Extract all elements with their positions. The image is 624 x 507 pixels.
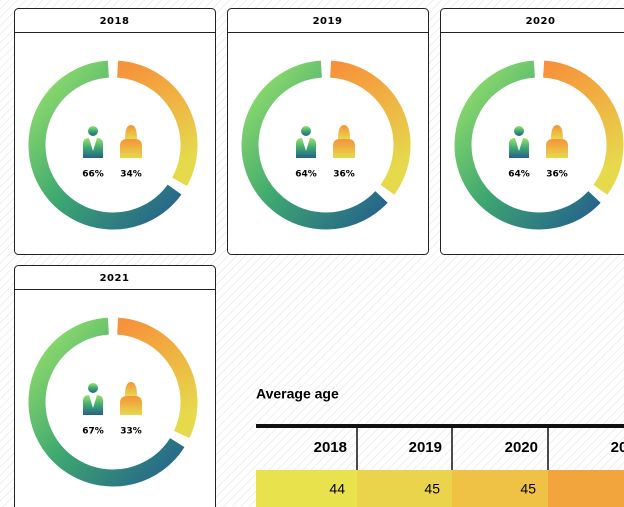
donut-segment bbox=[454, 60, 601, 230]
donut-segment bbox=[28, 317, 185, 487]
female-icon-body bbox=[120, 396, 142, 415]
table-cell bbox=[548, 470, 624, 507]
male-icon-head bbox=[88, 383, 98, 393]
female-icon-body bbox=[120, 139, 142, 158]
female-icon-head bbox=[551, 125, 563, 139]
male-percent: 66% bbox=[82, 170, 104, 180]
table-cell bbox=[452, 470, 548, 507]
donut-segment bbox=[542, 60, 624, 195]
table-cell-text: 44 bbox=[329, 481, 345, 497]
column-header: 2018 bbox=[314, 439, 347, 456]
male-icon-head bbox=[514, 126, 524, 136]
column-header: 2020 bbox=[505, 439, 538, 456]
male-icon-body bbox=[83, 138, 103, 158]
female-icon-head bbox=[338, 125, 350, 139]
card-title: 2019 bbox=[313, 16, 343, 27]
column-header: 2021 bbox=[611, 439, 624, 456]
female-percent: 36% bbox=[333, 170, 355, 180]
table-cell bbox=[357, 470, 452, 507]
female-icon-body bbox=[546, 139, 568, 158]
column-header: 2019 bbox=[409, 439, 442, 456]
male-icon-head bbox=[88, 126, 98, 136]
female-percent: 33% bbox=[120, 427, 142, 437]
female-icon-head bbox=[125, 125, 137, 139]
table-top-rule bbox=[256, 424, 624, 428]
donut-segment bbox=[241, 60, 388, 230]
male-percent: 64% bbox=[295, 170, 317, 180]
male-icon-body bbox=[296, 138, 316, 158]
donut-segment bbox=[116, 317, 198, 439]
table-cell-text: 45 bbox=[424, 481, 440, 497]
male-percent: 67% bbox=[82, 427, 104, 437]
donut-segment bbox=[28, 60, 182, 230]
female-percent: 36% bbox=[546, 170, 568, 180]
female-icon-head bbox=[125, 382, 137, 396]
card-title: 2020 bbox=[526, 16, 556, 27]
donut-segment bbox=[116, 60, 198, 186]
table-title: Average age bbox=[256, 386, 339, 402]
female-percent: 34% bbox=[120, 170, 142, 180]
table-cell bbox=[256, 470, 357, 507]
table-cell-text: 45 bbox=[520, 481, 536, 497]
card-title: 2021 bbox=[100, 273, 130, 284]
male-icon-body bbox=[83, 395, 103, 415]
male-icon-head bbox=[301, 126, 311, 136]
male-percent: 64% bbox=[508, 170, 530, 180]
female-icon-body bbox=[333, 139, 355, 158]
male-icon-body bbox=[509, 138, 529, 158]
card-title: 2018 bbox=[100, 16, 130, 27]
donut-segment bbox=[329, 60, 411, 195]
